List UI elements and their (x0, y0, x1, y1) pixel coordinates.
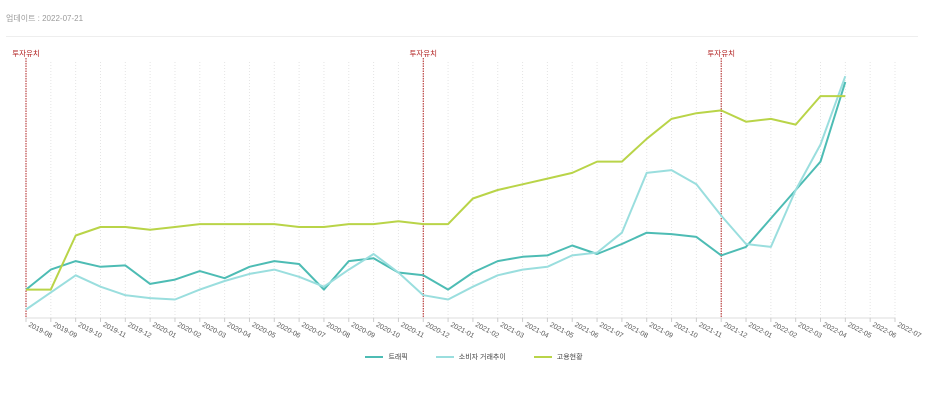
chart-grid (25, 62, 896, 319)
x-tick-label: 2019-10 (77, 322, 103, 340)
x-tick-label: 2022-02 (772, 322, 798, 340)
legend-item[interactable]: 트래픽 (365, 352, 408, 362)
x-tick-label: 2022-06 (871, 322, 897, 340)
x-tick-label: 2021-01 (449, 322, 475, 340)
x-tick-label: 2020-05 (251, 322, 277, 340)
line-chart: 투자유치 투자유치 투자유치 2019-082019-092019-102019-1… (12, 49, 922, 340)
x-tick-label: 2019-11 (102, 322, 128, 340)
x-tick-label: 2022-03 (797, 322, 823, 340)
x-tick-label: 2020-01 (151, 322, 177, 340)
x-tick-label: 2021-04 (524, 322, 550, 340)
legend-item[interactable]: 소비자 거래추이 (435, 352, 506, 362)
investment-event-label: 투자유치 (12, 49, 40, 58)
x-tick-label: 2021-07 (598, 322, 624, 340)
x-tick-label: 2021-03 (499, 322, 525, 340)
x-tick-label: 2020-08 (325, 322, 351, 340)
x-tick-label: 2021-02 (474, 322, 500, 340)
x-tick-label: 2020-10 (375, 322, 401, 340)
header-divider (6, 36, 918, 37)
x-tick-label: 2021-09 (648, 322, 674, 340)
x-tick-label: 2019-08 (27, 322, 53, 340)
x-tick-label: 2020-07 (300, 322, 326, 340)
x-tick-label: 2022-04 (822, 322, 848, 340)
chart-legend: 트래픽 소비자 거래추이 고용현황 (0, 352, 948, 362)
x-tick-label: 2019-12 (126, 322, 152, 340)
x-tick-label: 2022-05 (846, 322, 872, 340)
investment-event-label: 투자유치 (409, 49, 437, 58)
x-tick-label: 2022-01 (747, 322, 773, 340)
series-line-1 (25, 75, 847, 311)
x-tick-label: 2022-07 (896, 322, 922, 340)
x-tick-label: 2021-12 (722, 322, 748, 340)
x-tick-label: 2020-03 (201, 322, 227, 340)
x-tick-label: 2021-10 (673, 322, 699, 340)
x-tick-label: 2021-11 (697, 322, 723, 340)
x-tick-label: 2021-08 (623, 322, 649, 340)
legend-swatch (365, 356, 384, 358)
legend-label: 트래픽 (388, 354, 408, 361)
legend-item[interactable]: 고용현황 (533, 352, 583, 362)
x-tick-label: 2020-06 (275, 322, 301, 340)
legend-swatch (533, 356, 552, 358)
legend-label: 소비자 거래추이 (458, 354, 506, 361)
x-tick-label: 2019-09 (52, 322, 78, 340)
x-tick-label: 2020-09 (350, 322, 376, 340)
x-tick-label: 2020-12 (424, 322, 450, 340)
x-tick-label: 2020-02 (176, 322, 202, 340)
series-line-0 (25, 81, 847, 291)
series-line-2 (26, 95, 846, 291)
investment-event-label: 투자유치 (707, 49, 735, 58)
legend-swatch (435, 356, 454, 358)
x-tick-label: 2021-06 (573, 322, 599, 340)
chart-series (25, 75, 847, 311)
x-tick-label: 2020-04 (226, 322, 252, 340)
x-tick-label: 2021-05 (548, 322, 574, 340)
x-tick-label: 2020-11 (399, 322, 425, 340)
legend-label: 고용현황 (556, 354, 583, 361)
update-date: 업데이트 : 2022-07-21 (6, 14, 84, 23)
investment-events: 투자유치 투자유치 투자유치 (12, 49, 735, 318)
